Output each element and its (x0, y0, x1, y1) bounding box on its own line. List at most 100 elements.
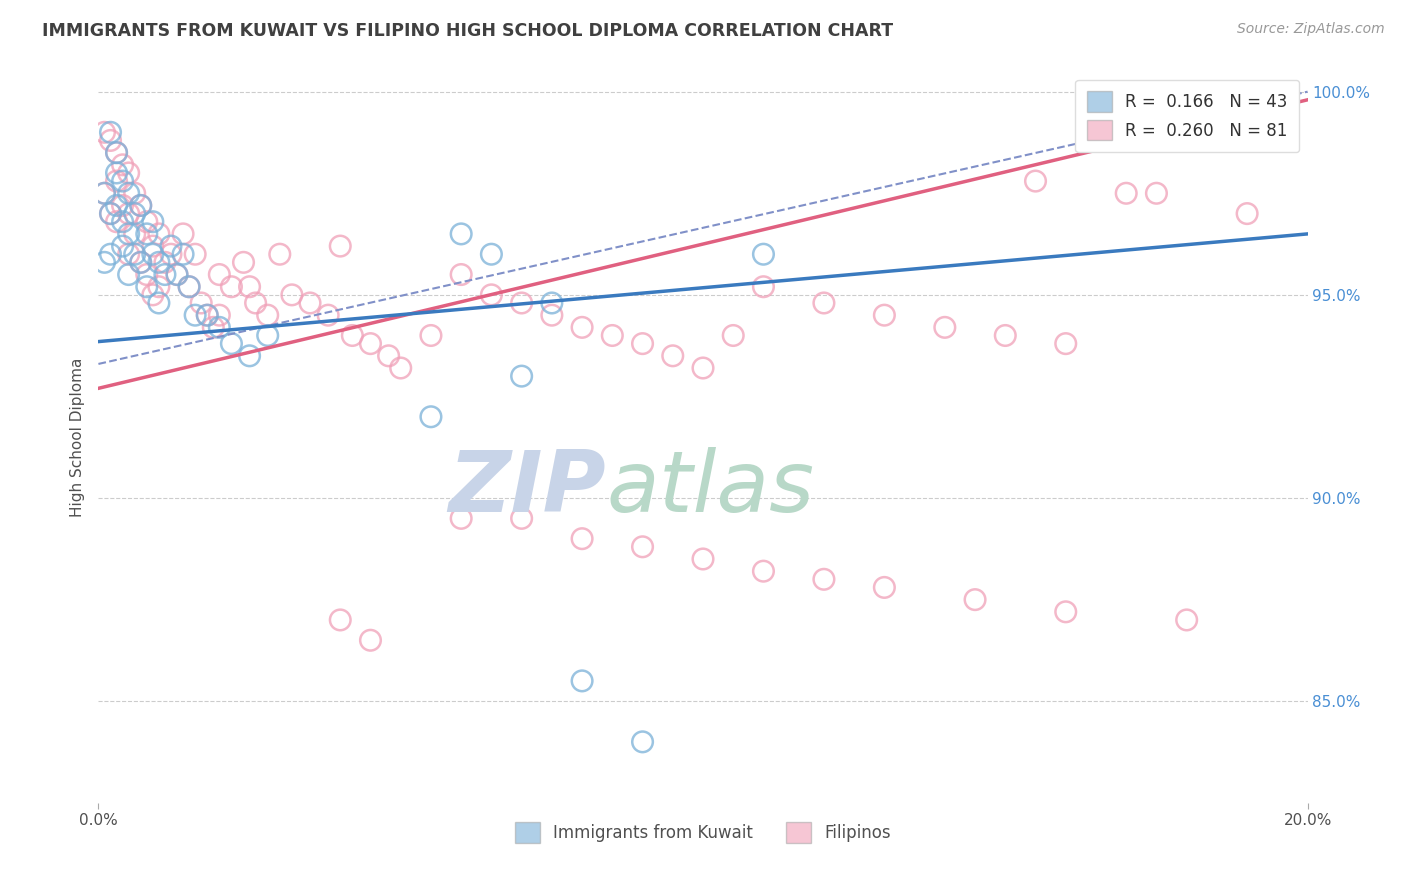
Point (148, 296, 170, 310)
Point (208, 268, 231, 282)
Point (208, 320, 231, 334)
Point (692, 552, 714, 566)
Point (93, 125, 115, 139)
Point (377, 349, 399, 363)
Point (179, 279, 201, 293)
Point (153, 268, 176, 282)
Point (269, 247, 291, 261)
Point (93, 255, 115, 269)
Point (118, 268, 141, 282)
Point (100, 133, 122, 147)
Point (873, 308, 896, 322)
Point (481, 288, 503, 302)
Point (510, 511, 533, 525)
Point (100, 247, 122, 261)
Point (450, 511, 472, 525)
Text: IMMIGRANTS FROM KUWAIT VS FILIPINO HIGH SCHOOL DIPLOMA CORRELATION CHART: IMMIGRANTS FROM KUWAIT VS FILIPINO HIGH … (42, 22, 893, 40)
Point (1144, 186, 1167, 201)
Text: ZIP: ZIP (449, 447, 606, 530)
Point (105, 145, 128, 160)
Point (195, 308, 218, 322)
Point (245, 296, 267, 310)
Point (1115, 186, 1137, 201)
Point (813, 296, 835, 310)
Point (124, 247, 146, 261)
Point (105, 166, 128, 180)
Point (105, 174, 128, 188)
Point (124, 227, 146, 241)
Point (540, 296, 562, 310)
Point (118, 206, 141, 220)
Point (342, 328, 364, 343)
Point (329, 613, 352, 627)
Point (111, 158, 134, 172)
Point (692, 361, 714, 376)
Point (873, 581, 896, 595)
Point (1054, 336, 1077, 351)
Point (965, 592, 987, 607)
Point (142, 288, 165, 302)
Point (129, 198, 152, 212)
Point (1024, 174, 1046, 188)
Point (571, 320, 593, 334)
Point (118, 186, 141, 201)
Point (111, 215, 134, 229)
Point (93, 186, 115, 201)
Point (105, 215, 128, 229)
Point (752, 564, 775, 578)
Point (179, 279, 201, 293)
Point (631, 540, 654, 554)
Point (602, 328, 624, 343)
Point (256, 308, 278, 322)
Point (124, 186, 146, 201)
Text: Source: ZipAtlas.com: Source: ZipAtlas.com (1237, 22, 1385, 37)
Legend: Immigrants from Kuwait, Filipinos: Immigrants from Kuwait, Filipinos (508, 815, 898, 849)
Point (994, 328, 1017, 343)
Point (232, 255, 254, 269)
Point (142, 215, 165, 229)
Point (148, 255, 170, 269)
Point (571, 673, 593, 688)
Point (510, 296, 533, 310)
Point (221, 336, 243, 351)
Point (723, 328, 745, 343)
Point (1236, 206, 1258, 220)
Y-axis label: High School Diploma: High School Diploma (70, 358, 86, 516)
Point (172, 227, 194, 241)
Point (813, 572, 835, 586)
Point (105, 198, 128, 212)
Point (142, 239, 165, 253)
Point (100, 206, 122, 220)
Point (184, 247, 207, 261)
Point (135, 215, 157, 229)
Point (510, 369, 533, 384)
Point (148, 227, 170, 241)
Point (142, 247, 165, 261)
Point (631, 336, 654, 351)
Point (135, 227, 157, 241)
Point (129, 255, 152, 269)
Point (100, 125, 122, 139)
Point (1054, 605, 1077, 619)
Point (934, 320, 956, 334)
Point (148, 279, 170, 293)
Point (389, 361, 412, 376)
Point (93, 186, 115, 201)
Point (190, 296, 212, 310)
Point (160, 247, 183, 261)
Point (221, 279, 243, 293)
Point (239, 279, 262, 293)
Point (540, 308, 562, 322)
Point (153, 255, 176, 269)
Point (135, 279, 157, 293)
Point (118, 227, 141, 241)
Point (100, 206, 122, 220)
Point (118, 247, 141, 261)
Point (450, 268, 472, 282)
Point (129, 198, 152, 212)
Point (752, 279, 775, 293)
Point (160, 239, 183, 253)
Point (166, 268, 188, 282)
Point (631, 735, 654, 749)
Point (111, 174, 134, 188)
